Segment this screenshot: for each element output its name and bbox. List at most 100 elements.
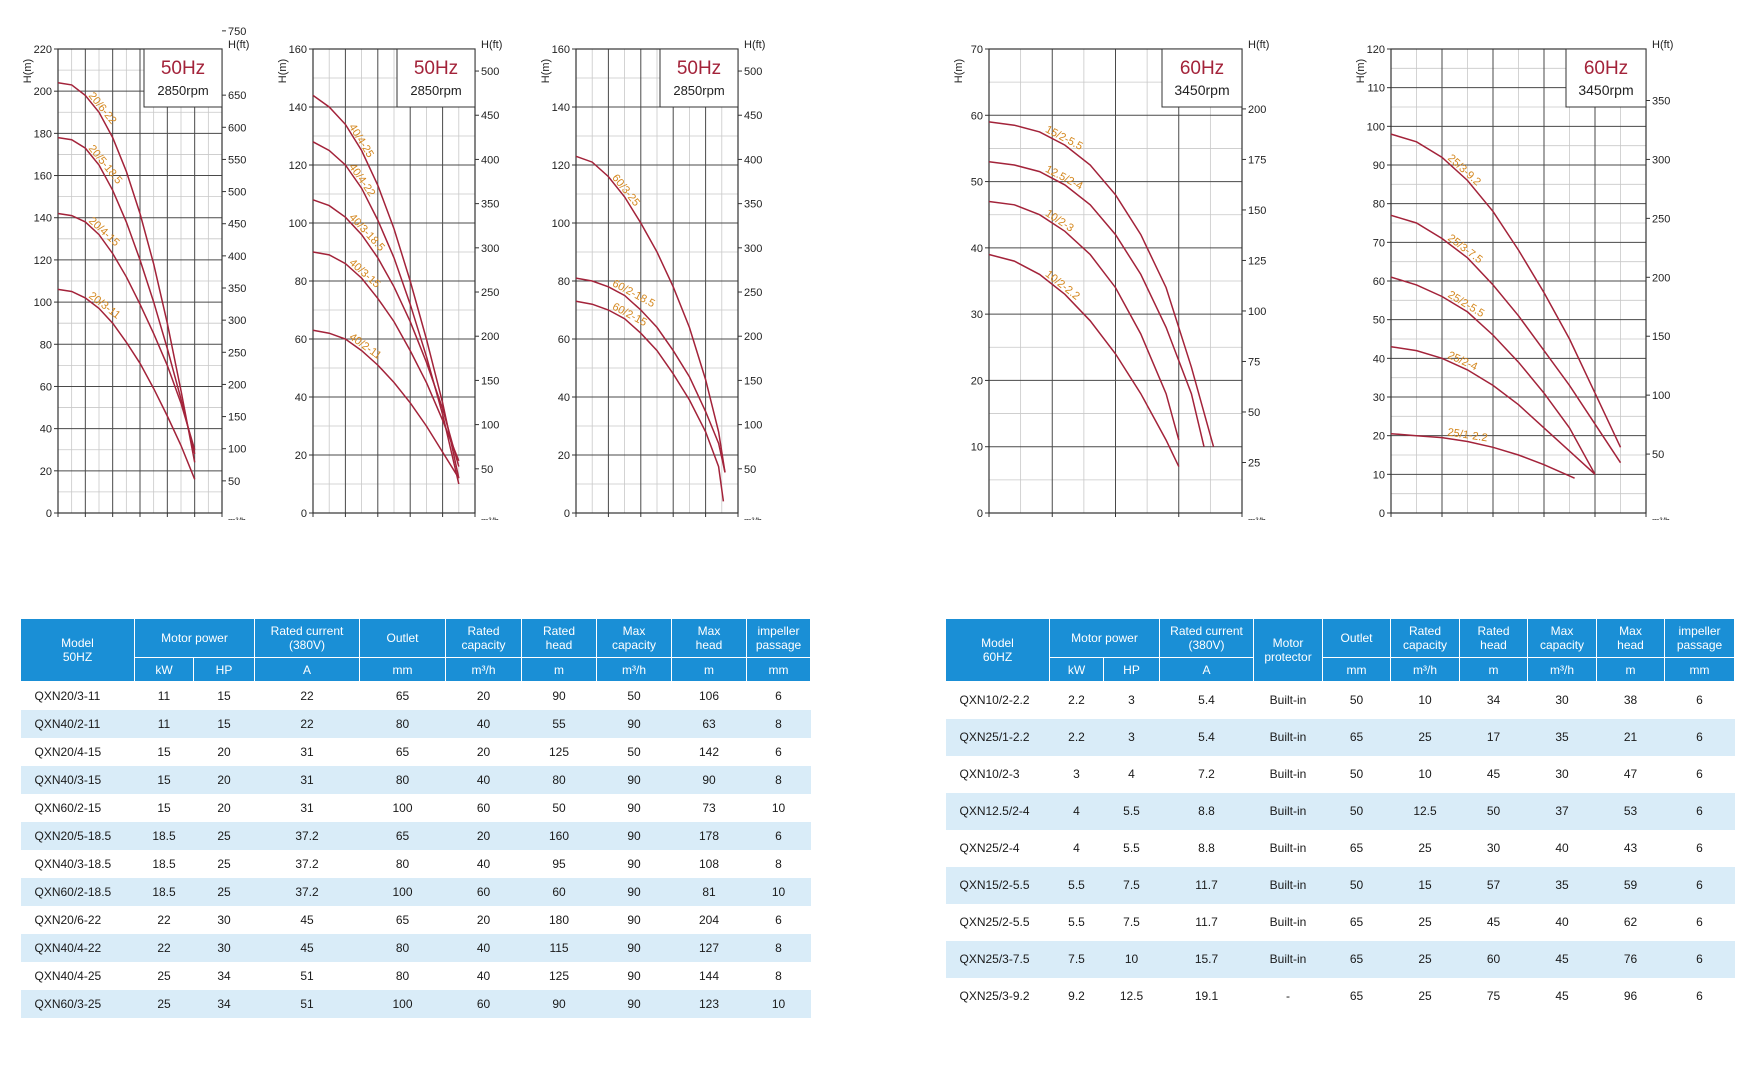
value-cell: 40	[476, 968, 491, 983]
value-cell: 127	[671, 933, 747, 962]
y2-tick-label: 250	[228, 347, 246, 359]
header-rated-head: Rated head	[521, 618, 598, 658]
value-cell: 20	[476, 912, 491, 927]
y-tick-label: 160	[34, 171, 52, 183]
value-cell: 18.5	[134, 877, 194, 906]
y-tick-label: 60	[40, 381, 52, 393]
model-cell: QXN10/2-2.2	[959, 693, 1030, 708]
value-cell: 20	[445, 821, 522, 850]
x-tick-label: 30	[1538, 519, 1550, 520]
y-axis-title: H(m)	[540, 59, 552, 83]
y-tick-label: 140	[552, 102, 570, 114]
unit-capacity: m³/h	[445, 657, 523, 682]
value-cell: 37.2	[295, 856, 319, 871]
value-cell: 100	[392, 800, 413, 815]
value-cell: 125	[549, 744, 570, 759]
value-cell: 60	[521, 877, 597, 906]
value-cell: 144	[699, 968, 720, 983]
value-cell: 38	[1623, 693, 1638, 708]
value-cell: Built-in	[1253, 940, 1323, 978]
value-cell: 17	[1459, 718, 1528, 756]
value-cell: 6	[1696, 841, 1703, 855]
header-max-capacity: Max capacity	[1527, 618, 1598, 658]
rpm-label: 3450rpm	[1578, 82, 1633, 98]
y-tick-label: 70	[971, 44, 983, 56]
value-cell: 25	[1390, 940, 1460, 978]
x-tick-label: 40	[635, 519, 647, 520]
value-cell: -	[1286, 989, 1291, 1003]
y2-tick-label: 150	[1652, 331, 1670, 343]
value-cell: 3	[1073, 767, 1080, 781]
y-tick-label: 160	[552, 44, 570, 56]
value-cell: 80	[359, 709, 446, 738]
value-cell: 34	[1486, 693, 1501, 708]
series-label: 10/2-2.2	[1043, 268, 1082, 302]
series-curve	[312, 329, 460, 479]
table-row: QXN40/3-18.5 18.5 25 37.2 80 40 95 90 108 8	[21, 850, 811, 878]
value-cell: 51	[300, 968, 314, 983]
table-row: QXN20/3-11 11 15 22 65 20 90 50 106 6	[21, 682, 811, 710]
value-cell: 8	[746, 709, 811, 738]
y2-tick-label: 250	[481, 287, 499, 299]
model-cell: QXN60/3-25	[20, 989, 135, 1018]
value-cell: 45	[254, 933, 360, 962]
value-cell: 15	[1390, 866, 1460, 904]
unit-capacity: m³/h	[1390, 657, 1461, 682]
y2-tick-label: 100	[1248, 306, 1266, 318]
value-cell: 11.7	[1159, 866, 1254, 904]
value-cell: 10	[746, 877, 811, 906]
x-tick-label: 10	[1046, 519, 1058, 520]
value-cell: 6	[1696, 693, 1703, 708]
x-unit-label: m³/h	[481, 516, 499, 520]
value-cell: 65	[1349, 989, 1364, 1003]
table-row: QXN12.5/2-4 4 5.5 8.8 Built-in 50 12.5 50 37 53 6	[945, 792, 1735, 830]
table-60hz: Model 60HZ Motor power Rated current (380V…	[945, 618, 1736, 1015]
y-tick-label: 40	[1373, 353, 1385, 365]
y-tick-label: 100	[34, 297, 52, 309]
series-curve	[988, 160, 1205, 447]
x-tick-label: 20	[1487, 519, 1499, 520]
value-cell: 25	[217, 856, 231, 871]
series-curve	[312, 251, 460, 462]
y2-tick-label: 300	[744, 243, 762, 255]
y-tick-label: 100	[289, 218, 307, 230]
value-cell: 178	[671, 821, 747, 850]
value-cell: 30	[193, 933, 255, 962]
value-cell: 90	[521, 989, 597, 1018]
y-tick-label: 180	[34, 128, 52, 140]
value-cell: 50	[1349, 767, 1364, 781]
y-tick-label: 220	[34, 44, 52, 56]
series-curve	[575, 300, 725, 502]
y-tick-label: 80	[558, 276, 570, 288]
y2-tick-label: 150	[228, 412, 246, 424]
x-tick-label: 20	[602, 519, 614, 520]
value-cell: 6	[775, 688, 782, 703]
y2-tick-label: 200	[744, 331, 762, 343]
model-cell: QXN20/5-18.5	[20, 821, 135, 850]
y2-tick-label: 100	[481, 420, 499, 432]
value-cell: 90	[627, 968, 641, 983]
y2-tick-label: 200	[481, 331, 499, 343]
y2-tick-label: 350	[481, 199, 499, 211]
value-cell: 65	[395, 912, 410, 927]
unit-max-capacity: m³/h	[596, 657, 673, 682]
value-cell: 25	[134, 989, 194, 1018]
value-cell: 35	[1527, 866, 1597, 904]
value-cell: 8.8	[1159, 792, 1254, 830]
x-tick-label: 0	[55, 519, 61, 520]
header-rated-head: Rated head	[1459, 618, 1529, 658]
y2-tick-label: 400	[228, 251, 246, 263]
value-cell: 5.5	[1049, 866, 1104, 904]
x-tick-label: 10	[79, 519, 91, 520]
rpm-label: 2850rpm	[410, 83, 461, 98]
value-cell: 45	[300, 912, 314, 927]
frequency-label: 60Hz	[1584, 58, 1628, 79]
value-cell: 15	[134, 765, 194, 794]
chart-2: 02040608010000.40.81.21.6m³/hm³/min02040…	[277, 39, 502, 520]
legend-box	[396, 48, 476, 108]
y-tick-label: 90	[1373, 160, 1385, 172]
unit-max-capacity: m³/h	[1527, 657, 1598, 682]
value-cell: 22	[157, 912, 171, 927]
rpm-label: 3450rpm	[1174, 82, 1229, 98]
performance-charts: 010203040506000.20.40.60.81.0m³/hm³/min0…	[22, 26, 1673, 520]
